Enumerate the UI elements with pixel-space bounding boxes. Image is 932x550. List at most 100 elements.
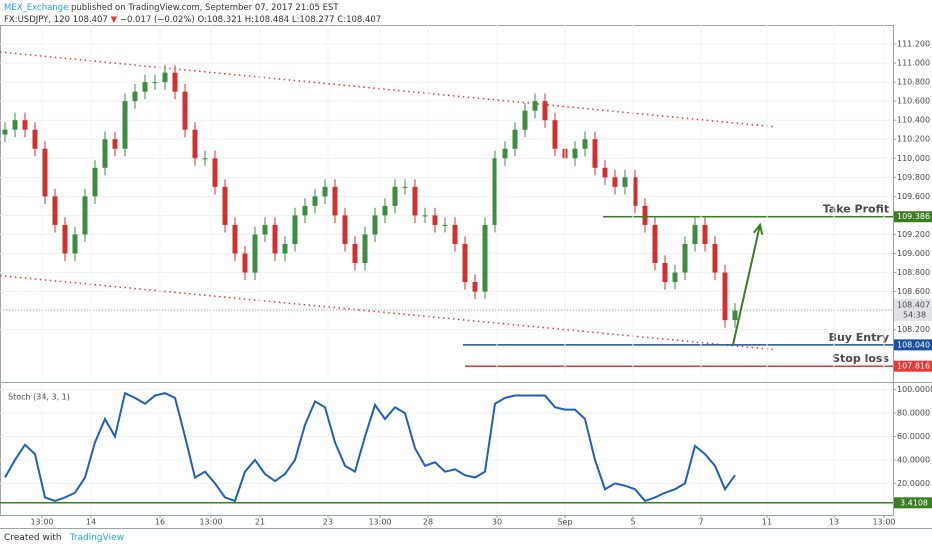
candle-body	[392, 186, 398, 206]
candle-body	[552, 120, 558, 149]
candle-body	[102, 139, 108, 168]
change: −0.017 (−0.02%)	[119, 15, 195, 25]
candle-body	[322, 186, 328, 197]
y-tick-label: 110.400	[897, 116, 930, 125]
candle-body	[592, 139, 598, 168]
brand: TradingView	[69, 533, 124, 543]
candle-body	[362, 234, 368, 263]
candle-body	[62, 224, 68, 254]
arrow: ▼	[110, 15, 118, 25]
candle-body	[112, 139, 118, 149]
candle-body	[12, 120, 18, 130]
y-tick-label: 110.600	[897, 97, 930, 106]
candle-body	[52, 196, 58, 225]
candle-body	[372, 215, 378, 235]
candle-body	[672, 272, 678, 283]
candle-body	[572, 148, 578, 159]
candle-body	[682, 243, 688, 273]
trend-line	[0, 274, 776, 351]
level-label: Buy Entry	[829, 331, 889, 344]
candle-body	[312, 196, 318, 206]
candle-body	[512, 129, 518, 149]
y-tick-label: 111.200	[897, 40, 930, 49]
candle-body	[332, 186, 338, 216]
symbol: FX:USDJPY, 120	[4, 15, 71, 25]
candle-body	[402, 186, 408, 188]
published: published on TradingView.com, September …	[71, 3, 339, 13]
x-tick-label: 13	[829, 518, 839, 527]
candle-body	[452, 224, 458, 244]
candle-body	[272, 224, 278, 254]
x-tick-label: Sep	[557, 518, 572, 527]
candle-body	[622, 177, 628, 187]
y-tick-label: 60.0000	[897, 432, 930, 441]
candle-body	[42, 148, 48, 197]
candle-body	[432, 215, 438, 225]
candle-body	[712, 243, 718, 273]
candle-body	[642, 205, 648, 225]
candle-body	[232, 224, 238, 254]
y-tick-label: 109.000	[897, 249, 930, 258]
candle-body	[722, 272, 728, 321]
plot-frame	[0, 25, 894, 516]
last-price-badge	[894, 298, 932, 321]
x-tick-label: 13:00	[30, 518, 53, 527]
candle-body	[212, 158, 218, 187]
candle-body	[472, 282, 478, 292]
candle-body	[632, 177, 638, 206]
arrow	[732, 224, 761, 346]
candle-body	[82, 196, 88, 235]
candle-body	[2, 129, 8, 135]
candle-body	[92, 167, 98, 197]
candle-body	[522, 110, 528, 130]
level-badge	[894, 211, 932, 223]
candle-body	[502, 148, 508, 159]
candle-body	[22, 120, 28, 130]
level-label: Stop loss	[832, 352, 889, 365]
x-tick-label: 5	[630, 518, 635, 527]
candle-body	[132, 91, 138, 102]
candle-body	[242, 253, 248, 273]
candle-body	[412, 186, 418, 216]
stoch-line	[4, 391, 736, 503]
candle-body	[492, 158, 498, 225]
y-tick-label: 110.800	[897, 78, 930, 87]
publisher: MEX_Exchange	[4, 3, 69, 13]
footer-text: Created with	[4, 533, 62, 543]
level-badge	[894, 360, 932, 372]
candle-body	[692, 224, 698, 244]
y-tick-label: 20.0000	[897, 479, 930, 488]
x-tick-label: 21	[255, 518, 265, 527]
y-tick-label: 100.0000	[897, 385, 932, 394]
y-tick-label: 40.0000	[897, 455, 930, 464]
y-tick-label: 80.0000	[897, 409, 930, 418]
x-tick-label: 13:00	[368, 518, 391, 527]
level-badge	[894, 497, 932, 509]
ohlc: O:108.321 H:108.484 L:108.277 C:108.407	[197, 15, 382, 25]
candle-body	[542, 101, 548, 121]
x-tick-label: 7	[698, 518, 703, 527]
level-badge-label: 107.816	[897, 362, 930, 371]
arrow-head	[752, 222, 764, 235]
level-badge-label: 3.4108	[900, 498, 928, 507]
candle-body	[382, 205, 388, 216]
candle-body	[662, 263, 668, 283]
candle-body	[602, 167, 608, 178]
candle-body	[182, 91, 188, 130]
level-badge-label: 109.386	[897, 212, 930, 221]
candle-body	[262, 224, 268, 235]
candle-body	[532, 101, 538, 111]
candle-body	[352, 243, 358, 263]
candle-body	[172, 72, 178, 92]
candle-body	[482, 224, 488, 292]
candle-body	[422, 215, 428, 217]
candle-body	[462, 243, 468, 283]
y-tick-label: 110.200	[897, 135, 930, 144]
level-badge-label: 108.040	[897, 340, 930, 349]
x-tick-label: 14	[86, 518, 96, 527]
candle-body	[342, 215, 348, 244]
candle-body	[192, 129, 198, 159]
level-badge	[894, 339, 932, 351]
